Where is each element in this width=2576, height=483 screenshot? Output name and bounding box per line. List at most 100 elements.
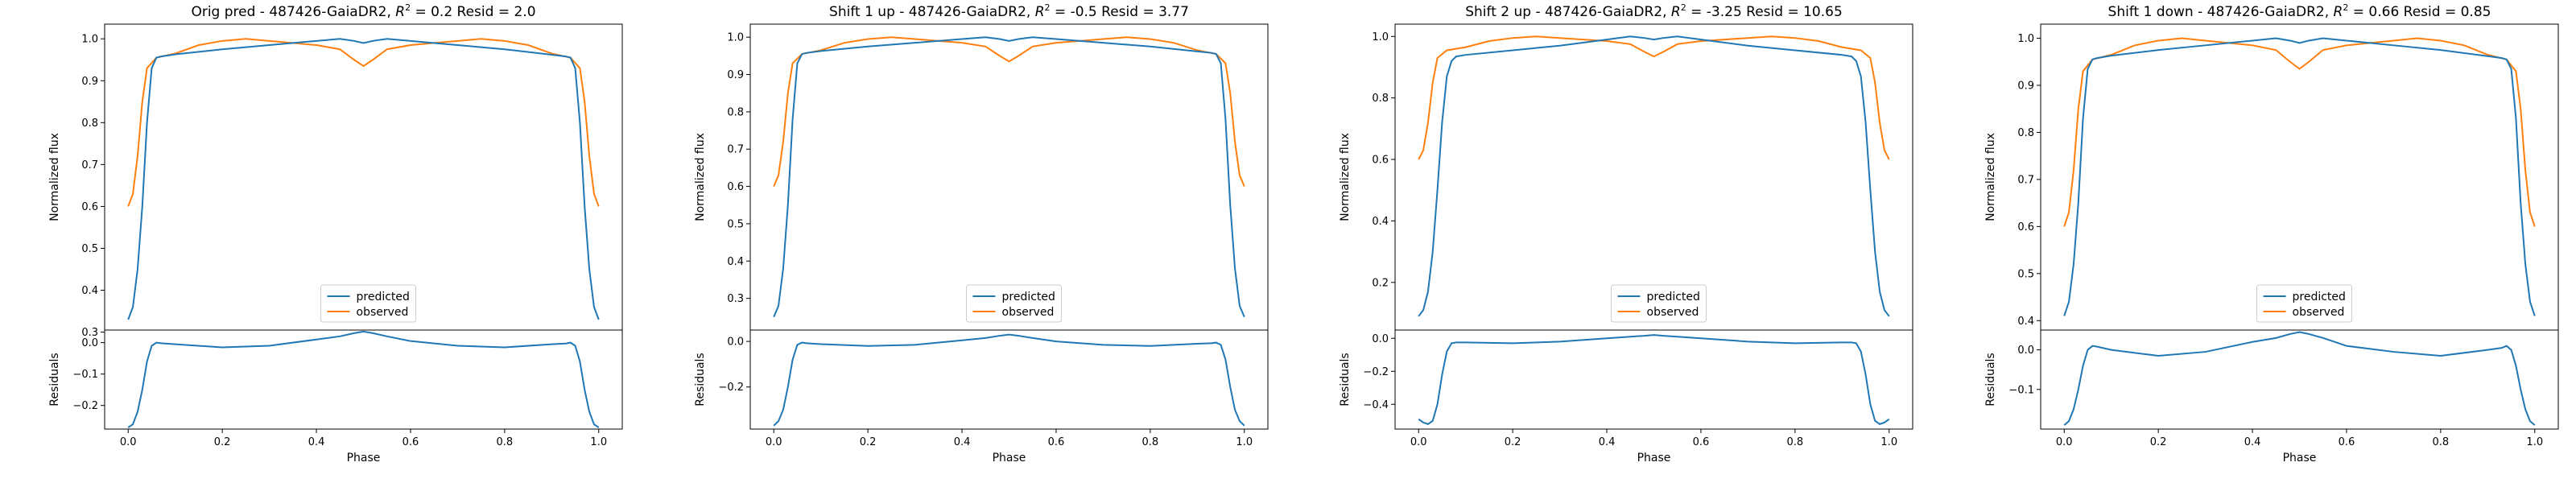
title-metrics: = -0.5 Resid = 3.77 xyxy=(1051,4,1189,20)
bottom-ytick-label: −0.2 xyxy=(72,400,98,412)
bottom-ytick-label: −0.4 xyxy=(1363,399,1389,411)
title-prefix: Shift 1 up - 487426-GaiaDR2, xyxy=(829,4,1035,20)
top-ytick-label: 0.4 xyxy=(727,256,744,268)
bottom-y-axis-label: Residuals xyxy=(1984,353,1997,406)
title-r2-superscript: 2 xyxy=(2343,2,2348,13)
xtick-label: 0.4 xyxy=(2244,436,2261,448)
xtick-label: 0.8 xyxy=(2433,436,2450,448)
xtick-label: 1.0 xyxy=(1236,436,1253,448)
top-ytick-label: 0.8 xyxy=(1372,93,1389,105)
subplot-2: Shift 1 up - 487426-GaiaDR2, R2 = -0.5 R… xyxy=(694,2,1269,464)
xtick-label: 0.0 xyxy=(120,436,137,448)
xtick-label: 0.8 xyxy=(1787,436,1804,448)
xtick-label: 0.6 xyxy=(2339,436,2355,448)
subplot-3: Shift 2 up - 487426-GaiaDR2, R2 = -3.25 … xyxy=(1339,2,1913,464)
legend-label-predicted: predicted xyxy=(1002,291,1055,303)
chart-title: Orig pred - 487426-GaiaDR2, R2 = 0.2 Res… xyxy=(191,2,535,20)
title-r2-superscript: 2 xyxy=(405,2,411,13)
xtick-label: 0.4 xyxy=(308,436,325,448)
top-ytick-label: 0.9 xyxy=(727,69,744,81)
top-ytick-label: 0.5 xyxy=(81,243,98,255)
legend-box xyxy=(2256,284,2352,323)
subplot-1: Orig pred - 487426-GaiaDR2, R2 = 0.2 Res… xyxy=(48,2,623,464)
xtick-label: 1.0 xyxy=(590,436,607,448)
series-residuals-line xyxy=(2063,331,2536,426)
title-r2-superscript: 2 xyxy=(1681,2,1686,13)
bottom-y-axis-label: Residuals xyxy=(694,353,707,406)
bottom-axes-frame xyxy=(104,329,623,430)
series-residuals-line xyxy=(127,330,600,428)
top-ytick-label: 0.5 xyxy=(2017,268,2034,280)
legend-label-observed: observed xyxy=(357,306,409,319)
legend: predicted observed xyxy=(966,284,1062,323)
legend-box xyxy=(966,284,1062,323)
bottom-y-axis-label: Residuals xyxy=(1339,353,1352,406)
xtick-label: 0.0 xyxy=(2056,436,2073,448)
xtick-label: 1.0 xyxy=(2526,436,2543,448)
series-observed-line xyxy=(1418,35,1890,160)
xtick-label: 0.2 xyxy=(214,436,231,448)
top-ytick-label: 0.5 xyxy=(727,218,744,230)
top-ytick-label: 0.3 xyxy=(81,327,98,339)
title-r2-superscript: 2 xyxy=(1045,2,1051,13)
top-axes-frame xyxy=(104,23,623,331)
xtick-label: 0.6 xyxy=(1693,436,1710,448)
top-axes-frame xyxy=(749,23,1269,331)
series-residuals-line xyxy=(773,333,1245,427)
legend: predicted observed xyxy=(1611,284,1707,323)
title-prefix: Shift 2 up - 487426-GaiaDR2, xyxy=(1465,4,1671,20)
bottom-ytick-label: −0.1 xyxy=(72,369,98,381)
top-ytick-label: 0.4 xyxy=(1372,216,1389,228)
bottom-ytick-label: 0.0 xyxy=(2017,345,2034,357)
top-ytick-label: 0.7 xyxy=(727,144,744,156)
top-ytick-label: 1.0 xyxy=(727,32,744,44)
xtick-label: 0.4 xyxy=(1599,436,1616,448)
top-ytick-label: 0.9 xyxy=(2017,80,2034,93)
top-axes-frame xyxy=(1394,23,1913,331)
xtick-label: 0.8 xyxy=(497,436,514,448)
top-ytick-label: 0.8 xyxy=(81,118,98,130)
bottom-ytick-label: 0.0 xyxy=(81,337,98,349)
top-ytick-label: 0.6 xyxy=(2017,221,2034,233)
top-y-axis-label: Normalized flux xyxy=(1984,133,1997,221)
xtick-label: 0.0 xyxy=(766,436,782,448)
subplot-4: Shift 1 down - 487426-GaiaDR2, R2 = 0.66… xyxy=(1984,2,2559,464)
chart-title: Shift 1 down - 487426-GaiaDR2, R2 = 0.66… xyxy=(2108,2,2491,20)
top-ytick-label: 0.7 xyxy=(2017,174,2034,186)
series-predicted-line xyxy=(2063,37,2536,316)
top-ytick-label: 0.9 xyxy=(81,76,98,88)
legend-box xyxy=(320,284,416,323)
top-y-axis-label: Normalized flux xyxy=(694,133,707,221)
bottom-axes-frame xyxy=(1394,329,1913,430)
legend-box xyxy=(1611,284,1707,323)
series-observed-line xyxy=(773,36,1245,187)
top-ytick-label: 0.4 xyxy=(81,285,98,297)
xtick-label: 1.0 xyxy=(1880,436,1897,448)
x-axis-label: Phase xyxy=(347,452,381,464)
legend-label-observed: observed xyxy=(1647,306,1699,319)
bottom-ytick-label: −0.2 xyxy=(718,382,744,394)
series-observed-line xyxy=(2063,37,2536,227)
top-ytick-label: 0.8 xyxy=(727,106,744,118)
title-prefix: Shift 1 down - 487426-GaiaDR2, xyxy=(2108,4,2334,20)
series-observed-line xyxy=(127,38,600,207)
series-residuals-line xyxy=(1418,334,1890,425)
chart-title: Shift 2 up - 487426-GaiaDR2, R2 = -3.25 … xyxy=(1465,2,1843,20)
top-y-axis-label: Normalized flux xyxy=(48,133,61,221)
xtick-label: 0.2 xyxy=(2150,436,2167,448)
title-metrics: = -3.25 Resid = 10.65 xyxy=(1686,4,1843,20)
top-ytick-label: 0.6 xyxy=(1372,155,1389,167)
x-axis-label: Phase xyxy=(1637,452,1671,464)
xtick-label: 0.0 xyxy=(1410,436,1427,448)
series-predicted-line xyxy=(773,36,1245,318)
title-r2-symbol: R xyxy=(1035,4,1045,20)
x-axis-label: Phase xyxy=(993,452,1026,464)
bottom-ytick-label: −0.1 xyxy=(2008,384,2034,396)
top-ytick-label: 0.6 xyxy=(727,181,744,193)
top-axes-frame xyxy=(2040,23,2559,331)
title-metrics: = 0.2 Resid = 2.0 xyxy=(411,4,535,20)
xtick-label: 0.6 xyxy=(1048,436,1065,448)
series-predicted-line xyxy=(127,38,600,320)
legend-label-predicted: predicted xyxy=(2293,291,2346,303)
